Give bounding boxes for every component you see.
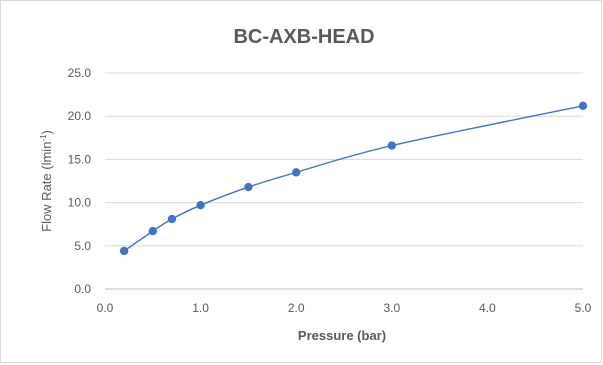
- series-line: [123, 105, 584, 252]
- data-point: [292, 168, 301, 177]
- x-tick-label: 3.0: [383, 301, 400, 315]
- y-axis-title: Flow Rate (lmin-1): [39, 130, 54, 232]
- gridlines: [105, 72, 583, 247]
- y-tick-label: 25.0: [68, 66, 92, 80]
- y-tick-label: 5.0: [74, 239, 91, 253]
- y-tick-label: 10.0: [68, 196, 92, 210]
- data-point: [148, 226, 157, 236]
- y-axis-title-end: ): [39, 130, 54, 134]
- data-point: [578, 101, 588, 111]
- x-tick-label: 2.0: [288, 301, 305, 315]
- data-point: [387, 141, 396, 150]
- x-tick-labels: 0.0 1.0 2.0 3.0 4.0 5.0: [97, 301, 592, 315]
- data-point: [196, 200, 205, 210]
- x-tick-label: 1.0: [192, 301, 209, 315]
- x-tick-label: 4.0: [479, 301, 496, 315]
- y-axis-title-sup: -1: [39, 134, 48, 142]
- x-tick-label: 5.0: [575, 301, 592, 315]
- y-tick-label: 15.0: [68, 152, 92, 166]
- y-tick-label: 0.0: [74, 282, 91, 296]
- chart-title: BC-AXB-HEAD: [233, 26, 374, 48]
- y-tick-label: 20.0: [68, 109, 92, 123]
- x-tick-label: 0.0: [97, 301, 114, 315]
- data-point: [119, 246, 129, 256]
- series-group: [119, 101, 588, 256]
- data-point: [244, 182, 253, 192]
- x-axis-title: Pressure (bar): [298, 328, 386, 343]
- y-tick-labels: 0.0 5.0 10.0 15.0 20.0 25.0: [68, 66, 92, 296]
- y-axis-title-main: Flow Rate (lmin: [39, 142, 54, 232]
- data-point: [167, 214, 177, 224]
